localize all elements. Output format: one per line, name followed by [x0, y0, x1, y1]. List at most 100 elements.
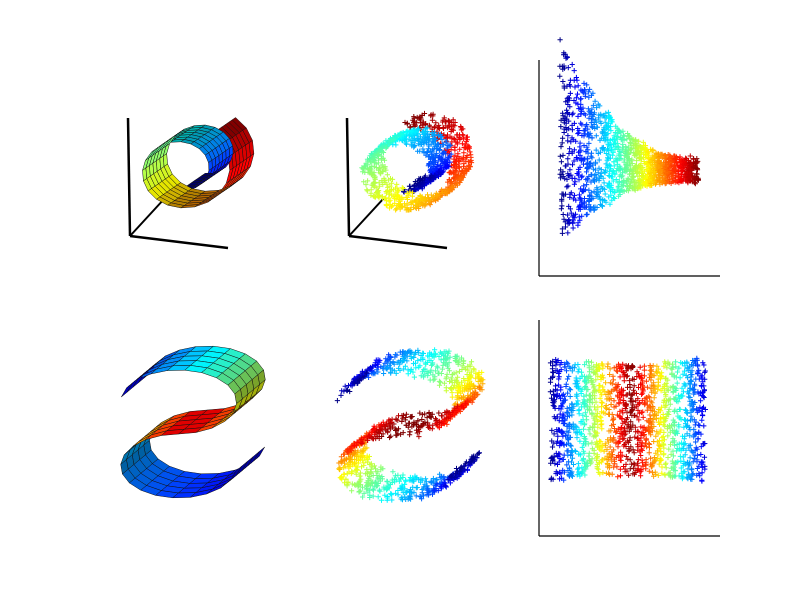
embedding-point — [558, 367, 564, 373]
scatter-point — [433, 190, 439, 196]
embedding-point — [608, 185, 614, 191]
scatter-point — [420, 196, 426, 202]
embedding-point — [627, 466, 633, 472]
embedding-point — [625, 188, 631, 194]
embedding-point — [624, 373, 630, 379]
scatter-point — [388, 491, 394, 497]
scatter-point — [461, 150, 467, 156]
embedding-point — [571, 77, 577, 83]
scatter-point — [462, 401, 469, 407]
scatter-point — [430, 361, 436, 367]
embedding-point — [677, 163, 683, 169]
embedding-point — [692, 177, 698, 183]
embedding-point — [639, 386, 646, 392]
embedding-point — [606, 428, 612, 434]
embedding-point — [567, 90, 573, 96]
scatter-point — [391, 195, 397, 201]
embedding-point — [662, 423, 668, 429]
embedding-point — [567, 442, 573, 448]
embedding-point — [617, 148, 623, 154]
scatter-point — [370, 486, 376, 492]
scatter-point — [458, 464, 464, 470]
scatter-point — [444, 371, 450, 377]
embedding-point — [564, 107, 570, 113]
embedding-point — [656, 461, 662, 467]
embedding-point — [628, 426, 634, 432]
embedding-point — [549, 427, 555, 433]
embedding-point — [678, 172, 684, 178]
embedding-point — [667, 401, 673, 407]
embedding-point — [579, 213, 585, 219]
embedding-point — [674, 380, 680, 386]
embedding-point — [597, 395, 603, 401]
scatter-point — [448, 375, 454, 381]
embedding-point — [648, 455, 654, 461]
scatter-point — [336, 466, 342, 472]
embedding-point — [661, 383, 667, 390]
embedding-point — [586, 187, 592, 193]
embedding-point — [669, 174, 675, 180]
scatter-point — [378, 464, 384, 470]
embedding-point — [606, 411, 612, 417]
scatter-point — [448, 151, 454, 157]
scatter-point — [390, 469, 396, 475]
embedding-point — [677, 453, 683, 459]
embedding-point — [600, 175, 606, 181]
embedding-point — [638, 185, 644, 191]
scatter-point — [424, 192, 431, 198]
s-curve-scatter-panel — [334, 347, 486, 503]
embedding-point — [694, 165, 700, 172]
embedding-point — [643, 457, 649, 463]
embedding-point — [597, 387, 603, 393]
scatter-point — [458, 390, 464, 396]
embedding-point — [687, 455, 693, 461]
scatter-point — [414, 430, 420, 436]
scatter-point — [389, 192, 395, 198]
scatter-point — [469, 454, 475, 460]
embedding-point — [620, 141, 626, 147]
embedding-point — [630, 179, 636, 185]
scatter-point — [395, 417, 401, 423]
embedding-point — [590, 102, 596, 108]
scatter-point — [427, 175, 433, 181]
embedding-point — [673, 172, 679, 178]
embedding-point — [668, 180, 674, 186]
surface-facet — [230, 466, 242, 481]
embedding-point — [609, 388, 615, 394]
scatter-point — [360, 448, 366, 454]
scatter-point — [354, 467, 360, 473]
embedding-point — [561, 398, 567, 404]
scatter-point — [413, 485, 419, 491]
embedding-point — [632, 137, 638, 143]
scatter-point — [396, 478, 402, 484]
scatter-point — [440, 362, 446, 368]
scatter-point — [349, 488, 355, 494]
scatter-point — [361, 435, 367, 441]
embedding-point — [646, 450, 652, 456]
embedding-point — [618, 449, 624, 455]
scatter-point — [448, 385, 454, 392]
embedding-point — [574, 472, 580, 478]
z-axis-line — [345, 117, 351, 237]
scatter-point — [478, 377, 484, 383]
embedding-point — [607, 201, 613, 207]
embedding-point — [576, 130, 582, 136]
embedding-point — [579, 157, 585, 163]
embedding-point — [610, 149, 616, 155]
scatter-point — [423, 361, 429, 367]
embedding-point — [680, 371, 686, 377]
embedding-point — [692, 422, 698, 428]
embedding-point — [565, 133, 571, 139]
embedding-point — [582, 385, 588, 391]
scatter-point — [381, 370, 387, 377]
scatter-point — [420, 119, 426, 125]
embedding-point — [615, 474, 621, 480]
embedding-point — [606, 406, 612, 413]
embedding-point — [566, 363, 572, 369]
scatter-point — [395, 188, 401, 194]
s-curve-embedding-panel — [538, 320, 720, 537]
embedding-point — [628, 140, 634, 146]
embedding-point — [685, 471, 691, 477]
embedding-point — [562, 114, 568, 120]
scatter-point — [375, 160, 381, 166]
